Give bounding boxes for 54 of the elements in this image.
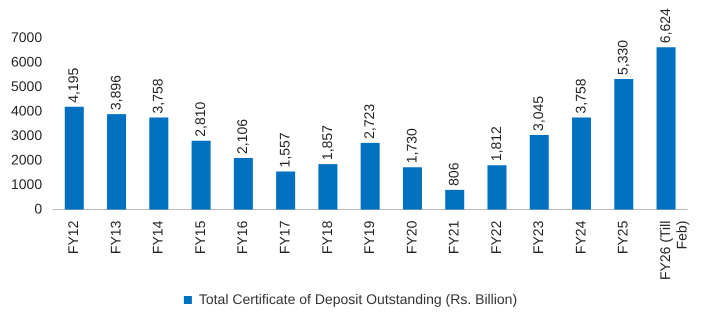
bar [276, 171, 296, 210]
y-tick-label: 0 [34, 200, 42, 216]
x-tick-label: FY22 [488, 220, 504, 254]
x-tick-label: FY19 [361, 220, 378, 254]
data-label: 2,810 [192, 101, 208, 137]
data-label: 1,730 [403, 128, 420, 164]
bar [318, 164, 338, 210]
x-tick-label: FY26 (Till Feb) [656, 220, 690, 280]
y-tick-label: 5000 [10, 78, 42, 94]
data-label: 5,330 [614, 40, 631, 75]
data-label: 806 [446, 162, 462, 186]
x-tick-label: FY14 [150, 220, 166, 254]
data-label: 3,896 [107, 74, 124, 110]
data-label: 2,106 [234, 118, 250, 154]
x-tick-label: FY24 [572, 220, 588, 254]
data-label: 2,723 [361, 104, 378, 139]
bar [572, 117, 592, 210]
bar [64, 106, 84, 210]
x-tick-label: FY20 [403, 220, 420, 254]
data-label: 1,857 [318, 124, 335, 160]
x-tick-label: FY17 [276, 220, 292, 254]
x-tick-label: FY21 [446, 220, 462, 254]
x-tick-label: FY16 [234, 220, 250, 254]
bar [656, 47, 676, 210]
bar [360, 142, 380, 210]
data-label: 3,045 [530, 96, 546, 131]
bar [445, 190, 464, 210]
bar [107, 114, 126, 210]
bar [402, 167, 422, 210]
bar [234, 158, 253, 210]
data-label: 1,557 [276, 132, 292, 168]
bar [614, 78, 634, 210]
bar [149, 117, 168, 210]
bar [530, 134, 549, 210]
data-label: 6,624 [656, 8, 673, 44]
x-tick-label: FY25 [614, 220, 631, 254]
y-tick-label: 2000 [10, 151, 42, 168]
y-tick-label: 1000 [10, 176, 42, 192]
x-tick-label: FY12 [65, 220, 82, 254]
y-tick-label: 6000 [10, 53, 42, 70]
legend-label: Total Certificate of Deposit Outstanding (Rs. Billion) [198, 290, 518, 307]
x-tick-label: FY13 [107, 220, 124, 254]
data-label: 3,758 [150, 78, 166, 114]
y-tick-label: 3000 [10, 126, 42, 143]
data-label: 4,195 [65, 68, 82, 103]
bar [487, 165, 506, 210]
data-label: 1,812 [488, 126, 504, 162]
x-tick-label: FY15 [192, 220, 208, 254]
data-label: 3,758 [572, 78, 588, 114]
x-tick-label: FY18 [318, 220, 335, 254]
x-tick-label: FY23 [530, 220, 546, 254]
y-tick-label: 7000 [10, 28, 42, 45]
bar [192, 140, 211, 210]
y-tick-label: 4000 [10, 102, 42, 118]
